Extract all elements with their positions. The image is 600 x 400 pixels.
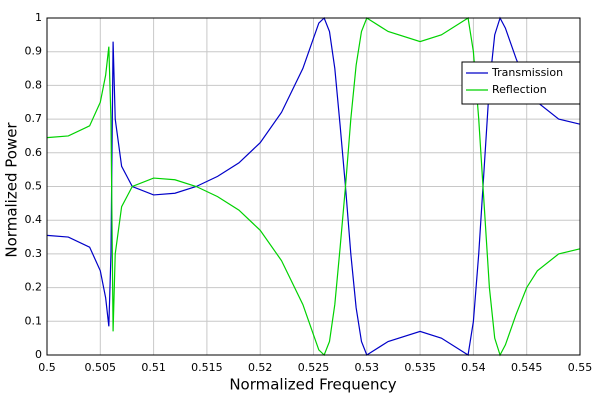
series-line <box>46 17 581 357</box>
legend-box <box>461 61 581 105</box>
y-tick-label: 1 <box>35 11 42 24</box>
y-tick-label: 0.8 <box>25 78 43 91</box>
legend-label: Reflection <box>492 83 547 96</box>
y-tick-label: 0.3 <box>25 247 43 260</box>
x-tick-label: 0.52 <box>248 361 273 374</box>
y-tick-label: 0.6 <box>25 146 43 159</box>
y-tick-label: 0 <box>35 348 42 361</box>
x-tick-label: 0.515 <box>191 361 223 374</box>
x-axis-label: Normalized Frequency <box>229 376 396 394</box>
y-tick-label: 0.4 <box>25 213 43 226</box>
x-tick-label: 0.54 <box>461 361 486 374</box>
x-tick-label: 0.535 <box>404 361 436 374</box>
y-tick-label: 0.9 <box>25 45 43 58</box>
y-tick-label: 0.2 <box>25 281 43 294</box>
y-tick-label: 0.5 <box>25 180 43 193</box>
legend-label: Transmission <box>491 66 563 79</box>
plot-frame <box>46 17 581 356</box>
x-tick-label: 0.5 <box>38 361 56 374</box>
x-tick-label: 0.545 <box>511 361 543 374</box>
x-tick-label: 0.55 <box>568 361 593 374</box>
x-tick-label: 0.525 <box>298 361 330 374</box>
y-tick-label: 0.7 <box>25 112 43 125</box>
legend: Transmission Reflection <box>461 61 581 105</box>
y-axis-label: Normalized Power <box>3 122 21 258</box>
x-tick-label: 0.53 <box>355 361 380 374</box>
y-tick-label: 0.1 <box>25 314 43 327</box>
x-tick-label: 0.51 <box>141 361 166 374</box>
x-tick-label: 0.505 <box>85 361 117 374</box>
